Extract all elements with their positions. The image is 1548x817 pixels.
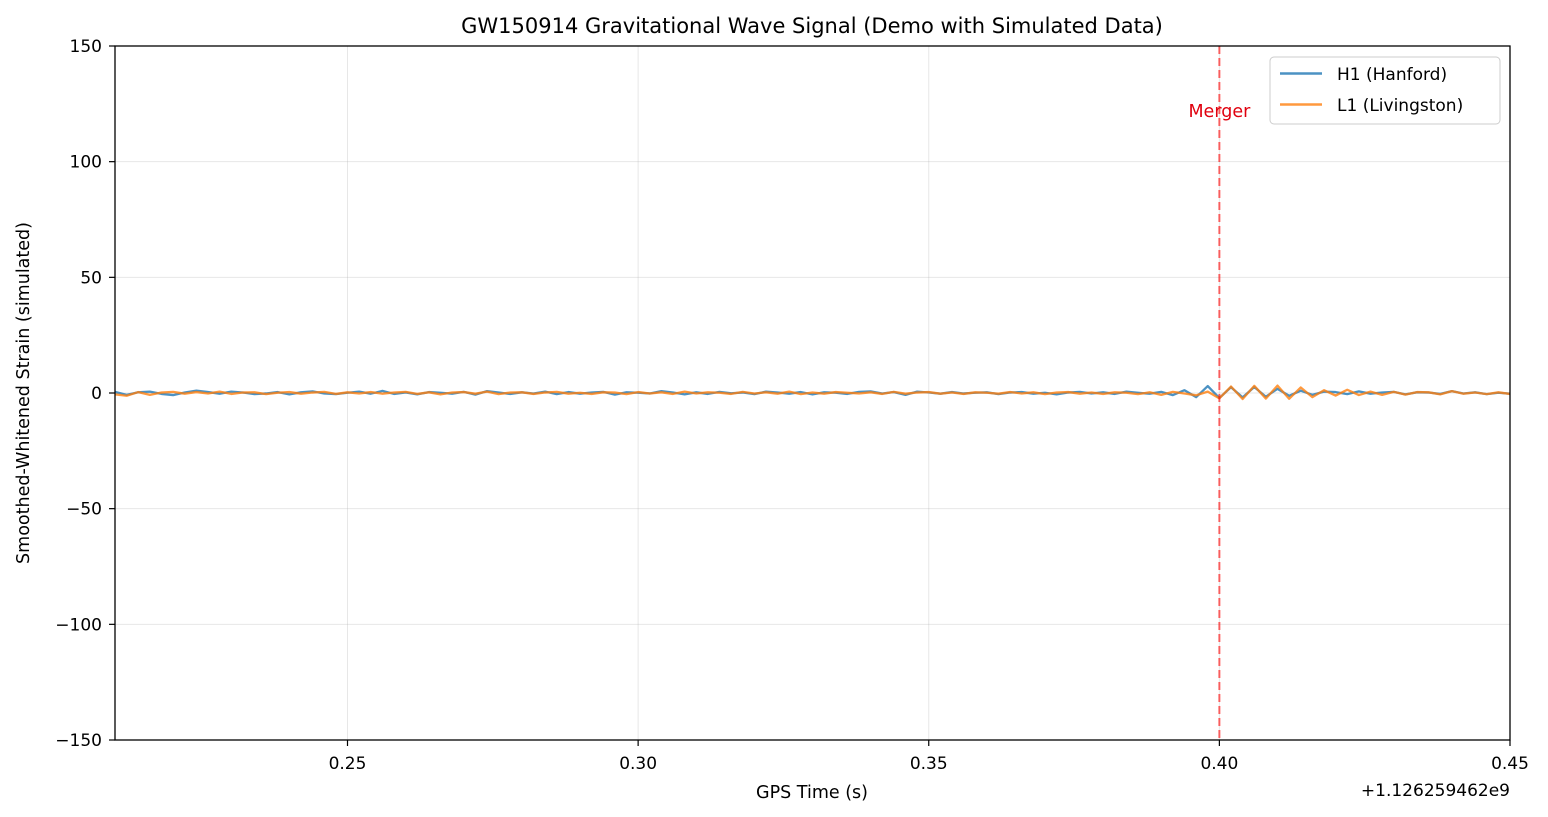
x-tick-label: 0.30 — [619, 754, 657, 774]
y-tick-label: −50 — [66, 500, 102, 520]
x-axis-offset-label: +1.126259462e9 — [1361, 781, 1510, 801]
x-tick-label: 0.40 — [1200, 754, 1238, 774]
y-axis-ticks: −150 −100 −50 0 50 100 150 — [55, 37, 115, 751]
merger-annotation: Merger — [1188, 102, 1251, 122]
legend-frame — [1269, 56, 1501, 125]
y-tick-label: 100 — [70, 153, 102, 173]
annotation-layer: Merger — [1188, 46, 1251, 740]
x-axis-label: GPS Time (s) — [756, 783, 868, 803]
chart-title: GW150914 Gravitational Wave Signal (Demo… — [461, 14, 1163, 38]
x-axis-ticks: 0.25 0.30 0.35 0.40 0.45 — [329, 740, 1529, 774]
y-tick-label: 0 — [91, 384, 102, 404]
y-tick-label: 50 — [80, 268, 102, 288]
x-tick-label: 0.35 — [910, 754, 948, 774]
y-axis-label: Smoothed-Whitened Strain (simulated) — [14, 222, 34, 564]
series-layer — [114, 384, 1511, 401]
legend-label-h1: H1 (Hanford) — [1337, 65, 1447, 85]
legend: H1 (Hanford) L1 (Livingston) — [1269, 56, 1501, 125]
y-tick-label: −150 — [55, 731, 102, 751]
series-line-l1 — [114, 384, 1511, 401]
y-tick-label: 150 — [70, 37, 102, 57]
x-tick-label: 0.45 — [1491, 754, 1529, 774]
legend-label-l1: L1 (Livingston) — [1337, 96, 1463, 116]
y-tick-label: −100 — [55, 615, 102, 635]
x-tick-label: 0.25 — [329, 754, 367, 774]
